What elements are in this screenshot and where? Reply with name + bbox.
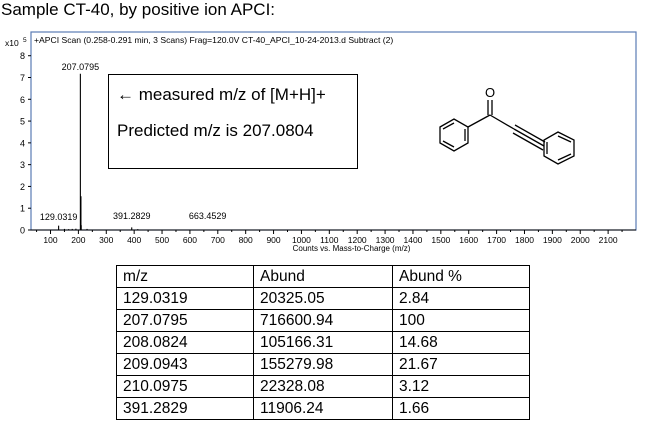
x-tick-label: 500 — [155, 235, 169, 245]
y-tick-label: 6 — [20, 95, 25, 105]
peak-label: 663.4529 — [189, 211, 227, 221]
y-tick-label: 4 — [20, 138, 25, 148]
x-tick-label: 400 — [127, 235, 141, 245]
chart-title: +APCI Scan (0.258-0.291 min, 3 Scans) Fr… — [34, 35, 393, 45]
molecule-structure — [439, 100, 575, 165]
table-cell: 155279.98 — [253, 353, 393, 376]
table-row: 391.2829 11906.24 1.66 — [116, 397, 530, 420]
x-tick-label: 1800 — [515, 235, 534, 245]
x-tick-label: 1200 — [348, 235, 367, 245]
x-tick-label: 1900 — [543, 235, 562, 245]
table-cell: 207.0795 — [116, 309, 254, 332]
table-cell: 100 — [392, 309, 530, 332]
table-cell: 716600.94 — [253, 309, 393, 332]
table-row: 208.0824 105166.31 14.68 — [116, 331, 530, 354]
annotation-box: ← measured m/z of [M+H]+ Predicted m/z i… — [108, 74, 358, 169]
x-tick-label: 1600 — [459, 235, 478, 245]
y-tick-label: 7 — [20, 73, 25, 83]
x-tick-label: 900 — [266, 235, 280, 245]
x-tick-label: 2100 — [599, 235, 618, 245]
x-tick-label: 1500 — [431, 235, 450, 245]
table-cell: 129.0319 — [116, 287, 254, 310]
table-row: 129.0319 20325.05 2.84 — [116, 287, 530, 310]
y-tick-label: 1 — [20, 204, 25, 214]
table-cell: 105166.31 — [253, 331, 393, 354]
table-cell: 20325.05 — [253, 287, 393, 310]
peak-table: m/z Abund Abund % 129.0319 20325.05 2.84… — [116, 265, 530, 420]
x-tick-label: 1100 — [320, 235, 339, 245]
x-tick-label: 100 — [43, 235, 57, 245]
x-tick-label: 1000 — [292, 235, 311, 245]
annotation-line-measured: ← measured m/z of [M+H]+ — [117, 85, 326, 105]
table-cell: 1.66 — [392, 397, 530, 420]
table-cell: 210.0975 — [116, 375, 254, 398]
peak-label: 129.0319 — [40, 212, 78, 222]
table-cell: 209.0943 — [116, 353, 254, 376]
table-cell: 391.2829 — [116, 397, 254, 420]
x-tick-label: 700 — [211, 235, 225, 245]
y-tick-label: 8 — [20, 51, 25, 61]
molecule-oxygen-label: O — [485, 85, 495, 100]
table-cell: 14.68 — [392, 331, 530, 354]
table-row: 207.0795 716600.94 100 — [116, 309, 530, 332]
x-tick-label: 1300 — [376, 235, 395, 245]
x-tick-label: 800 — [239, 235, 253, 245]
peak-label: 391.2829 — [113, 211, 151, 221]
table-cell: 3.12 — [392, 375, 530, 398]
annotation-measured-text: measured m/z of [M+H]+ — [138, 85, 326, 104]
y-exponent-label: 5 — [23, 37, 27, 44]
x-tick-label: 300 — [99, 235, 113, 245]
x-axis-label: Counts vs. Mass-to-Charge (m/z) — [293, 244, 411, 253]
x-tick-label: 1700 — [487, 235, 506, 245]
table-row: 210.0975 22328.08 3.12 — [116, 375, 530, 398]
x-tick-label: 600 — [183, 235, 197, 245]
x-tick-label: 1400 — [403, 235, 422, 245]
y-tick-label: 3 — [20, 160, 25, 170]
x-tick-label: 200 — [71, 235, 85, 245]
y-tick-label: 5 — [20, 117, 25, 127]
figure-caption: Sample CT-40, by positive ion APCI: — [1, 0, 276, 19]
table-cell: 2.84 — [392, 287, 530, 310]
table-header-row: m/z Abund Abund % — [116, 265, 530, 288]
table-cell: 21.67 — [392, 353, 530, 376]
y-tick-label: 0 — [20, 226, 25, 236]
table-header-abund-pct: Abund % — [392, 265, 530, 288]
x-tick-label: 2000 — [571, 235, 590, 245]
table-cell: 11906.24 — [253, 397, 393, 420]
left-arrow-icon: ← — [117, 85, 134, 104]
annotation-predicted-text: Predicted m/z is 207.0804 — [117, 121, 314, 140]
y-tick-label: 2 — [20, 182, 25, 192]
table-cell: 22328.08 — [253, 375, 393, 398]
peak-label: 207.0795 — [62, 62, 100, 72]
y-multiplier-label: x10 — [5, 38, 19, 48]
table-header-mz: m/z — [116, 265, 254, 288]
table-cell: 208.0824 — [116, 331, 254, 354]
table-header-abund: Abund — [253, 265, 393, 288]
table-row: 209.0943 155279.98 21.67 — [116, 353, 530, 376]
